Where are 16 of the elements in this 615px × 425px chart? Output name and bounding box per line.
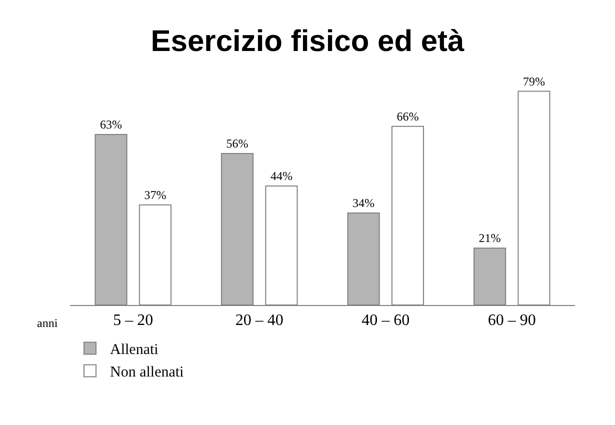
data-label: 37% xyxy=(144,188,166,202)
chart-title: Esercizio fisico ed età xyxy=(150,24,465,58)
data-label: 66% xyxy=(396,109,419,124)
legend-label: Non allenati xyxy=(110,364,184,381)
x-tick-label: 20 – 40 xyxy=(235,312,284,330)
x-tick-label: 5 – 20 xyxy=(113,312,154,330)
data-label: 63% xyxy=(100,118,122,132)
x-axis-title: anni xyxy=(37,316,58,330)
data-label: 34% xyxy=(352,196,375,210)
x-tick-label: 40 – 60 xyxy=(362,312,410,330)
data-label: 56% xyxy=(226,136,248,150)
data-label: 79% xyxy=(522,74,545,88)
legend-label: Allenati xyxy=(110,342,158,358)
data-label: 44% xyxy=(270,168,292,183)
x-tick-label: 60 – 90 xyxy=(488,312,536,330)
data-label: 21% xyxy=(478,231,501,246)
